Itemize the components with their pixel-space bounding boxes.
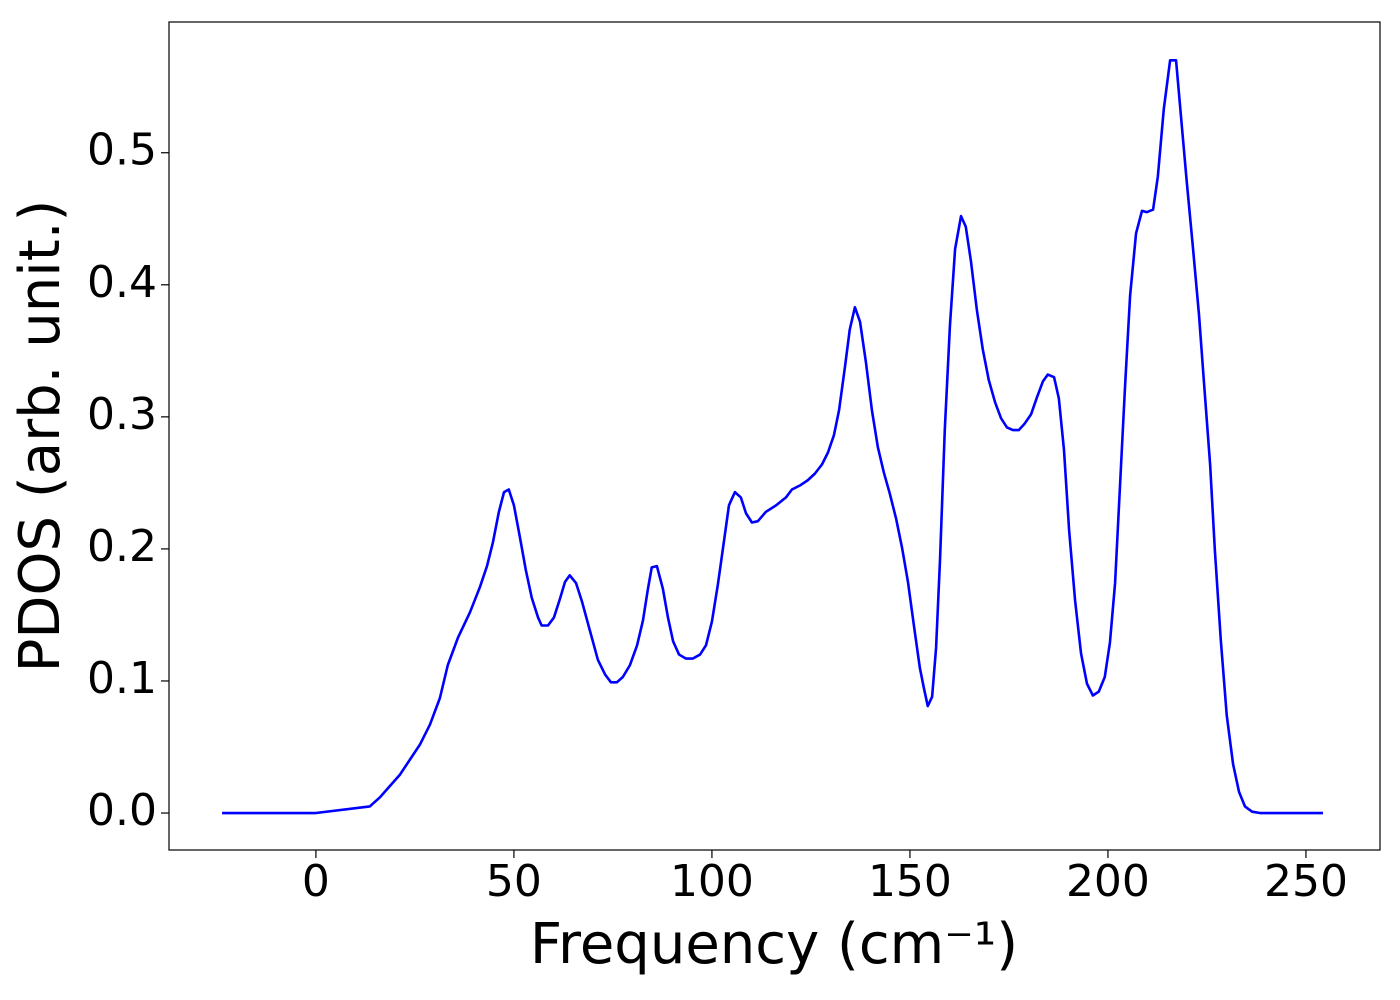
x-tick-label: 150 bbox=[868, 856, 952, 907]
x-tick-label: 200 bbox=[1066, 856, 1150, 907]
y-tick-label: 0.5 bbox=[87, 125, 157, 176]
x-tick-label: 0 bbox=[302, 856, 330, 907]
x-tick-label: 100 bbox=[670, 856, 754, 907]
y-tick-label: 0.2 bbox=[87, 521, 157, 572]
x-axis-label: Frequency (cm⁻¹) bbox=[530, 912, 1018, 977]
plot-frame bbox=[168, 21, 1381, 851]
pdos-line bbox=[222, 59, 1323, 815]
y-tick-label: 0.0 bbox=[87, 785, 157, 836]
x-tick-label: 250 bbox=[1264, 856, 1348, 907]
y-axis-label: PDOS (arb. unit.) bbox=[8, 200, 73, 673]
x-tick-label: 50 bbox=[486, 856, 542, 907]
y-tick-label: 0.3 bbox=[87, 389, 157, 440]
y-tick-label: 0.4 bbox=[87, 257, 157, 308]
y-tick-label: 0.1 bbox=[87, 653, 157, 704]
